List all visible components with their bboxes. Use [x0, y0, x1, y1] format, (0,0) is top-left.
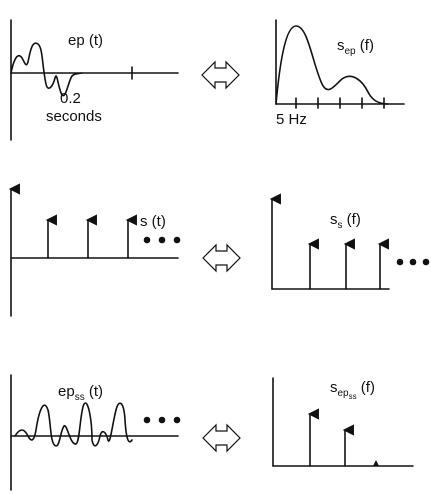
- sampled-line-3: [373, 460, 379, 466]
- row3-sampled-spectrum-lines: [307, 408, 379, 467]
- row1-spectrum-label: sep (f): [337, 37, 374, 57]
- row3-time-label: epss (t): [58, 383, 103, 403]
- row3-spectrum-label: sepss (f): [330, 379, 375, 401]
- row2-time-label: s (t): [140, 213, 166, 230]
- row3-equivalence-arrow: [202, 423, 241, 453]
- row2-impulse-train: [45, 214, 137, 259]
- row2-spectral-lines: [307, 238, 389, 290]
- row1-time-label: ep (t): [68, 32, 103, 49]
- row2-time-panel: s (t): [8, 183, 181, 317]
- ellipsis-dots-icon: [396, 258, 430, 266]
- row1-evoked-potential-waveform: [10, 42, 83, 97]
- row1-duration-unit: seconds: [46, 108, 102, 125]
- ellipsis-dots-icon: [143, 416, 181, 424]
- row3-time-panel: epss (t): [10, 374, 181, 491]
- row1-spectrum-curve: [275, 25, 389, 105]
- row1-frequency-panel: sep (f) 5 Hz: [275, 19, 405, 128]
- ellipsis-dots-icon: [143, 236, 181, 244]
- double-headed-arrow-icon: [202, 423, 241, 453]
- double-headed-arrow-icon: [201, 60, 240, 90]
- row2-equivalence-arrow: [202, 243, 241, 273]
- row1-duration-value: 0.2: [60, 90, 81, 107]
- row2-frequency-panel: ss (f): [269, 193, 430, 290]
- row1-freq-ticks: [295, 97, 385, 109]
- row3-frequency-panel: sepss (f): [272, 377, 414, 467]
- row1-equivalence-arrow: [201, 60, 240, 90]
- double-headed-arrow-icon: [202, 243, 241, 273]
- row1-time-panel: ep (t) 0.2 seconds: [10, 19, 179, 141]
- row2-spectrum-label: ss (f): [330, 211, 361, 231]
- row3-periodic-waveform: [14, 402, 133, 447]
- row1-freq-marker-label: 5 Hz: [276, 111, 307, 128]
